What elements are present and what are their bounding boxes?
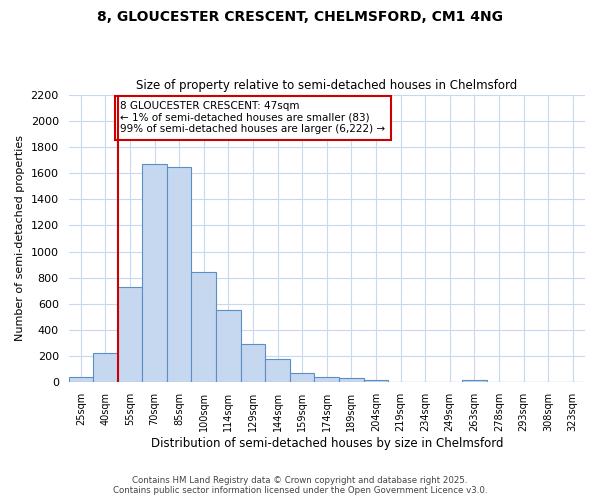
Bar [290, 373, 314, 382]
Bar [216, 310, 241, 382]
Bar [191, 272, 216, 382]
Bar [118, 287, 142, 382]
Text: Contains HM Land Registry data © Crown copyright and database right 2025.
Contai: Contains HM Land Registry data © Crown c… [113, 476, 487, 495]
Text: 8, GLOUCESTER CRESCENT, CHELMSFORD, CM1 4NG: 8, GLOUCESTER CRESCENT, CHELMSFORD, CM1 … [97, 10, 503, 24]
Bar [314, 377, 339, 382]
Bar [68, 377, 93, 382]
Bar [93, 353, 118, 382]
Bar [265, 360, 290, 382]
Bar [462, 380, 487, 382]
Bar [167, 166, 191, 382]
Bar [241, 344, 265, 383]
Bar [142, 164, 167, 382]
Bar [364, 380, 388, 382]
Bar [339, 378, 364, 382]
X-axis label: Distribution of semi-detached houses by size in Chelmsford: Distribution of semi-detached houses by … [151, 437, 503, 450]
Title: Size of property relative to semi-detached houses in Chelmsford: Size of property relative to semi-detach… [136, 79, 517, 92]
Text: 8 GLOUCESTER CRESCENT: 47sqm
← 1% of semi-detached houses are smaller (83)
99% o: 8 GLOUCESTER CRESCENT: 47sqm ← 1% of sem… [120, 101, 385, 134]
Y-axis label: Number of semi-detached properties: Number of semi-detached properties [15, 136, 25, 342]
